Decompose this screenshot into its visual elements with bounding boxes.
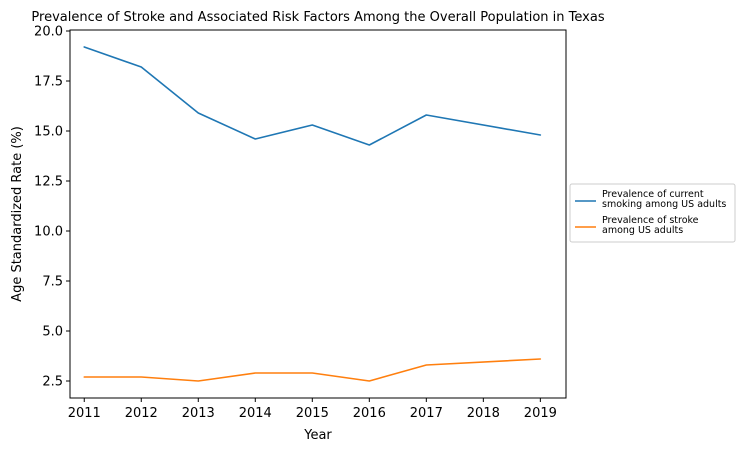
chart-title: Prevalence of Stroke and Associated Risk…	[31, 10, 604, 25]
legend-frame	[569, 183, 736, 243]
plot-area	[83, 46, 542, 382]
x-tick-label: 2014	[239, 406, 272, 421]
x-tick-label: 2011	[68, 406, 101, 421]
legend-label-0: Prevalence of current	[602, 189, 704, 200]
x-axis-label: Year	[303, 428, 332, 443]
y-tick-label: 2.5	[42, 375, 63, 390]
series-line-0	[83, 46, 542, 146]
x-tick-label: 2015	[296, 406, 329, 421]
x-tick-label: 2016	[353, 406, 386, 421]
y-tick-label: 10.0	[34, 225, 63, 240]
x-tick-label: 2019	[524, 406, 557, 421]
y-tick-label: 17.5	[34, 75, 63, 90]
y-tick-label: 7.5	[42, 275, 63, 290]
x-tick-label: 2017	[410, 406, 443, 421]
x-tick-label: 2018	[467, 406, 500, 421]
legend-label-0: smoking among US adults	[602, 199, 726, 210]
legend-label-1: among US adults	[602, 225, 683, 236]
x-axis: 2011 2012 2013 2014 2015 2016 2017 2018 2019	[68, 398, 557, 421]
y-tick-label: 12.5	[34, 175, 63, 190]
y-tick-label: 20.0	[34, 25, 63, 40]
y-tick-label: 15.0	[34, 125, 63, 140]
series-line-1	[83, 358, 542, 382]
plot-frame	[69, 29, 567, 399]
y-tick-label: 5.0	[42, 325, 63, 340]
x-tick-label: 2013	[182, 406, 215, 421]
y-axis: 2.5 5.0 7.5 10.0 12.5 15.0 17.5 20.0	[34, 25, 70, 390]
y-axis-label: Age Standardized Rate (%)	[10, 126, 25, 302]
legend-label-1: Prevalence of stroke	[602, 215, 699, 226]
x-tick-label: 2012	[125, 406, 158, 421]
